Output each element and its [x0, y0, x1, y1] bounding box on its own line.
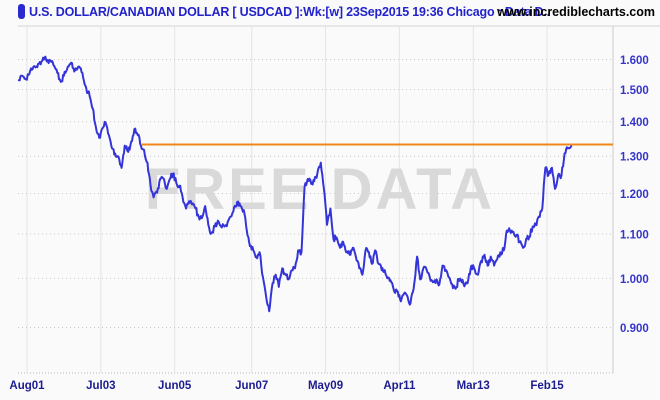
x-tick-label: Aug01: [9, 380, 45, 392]
x-tick-label: Feb15: [530, 380, 564, 392]
x-tick-label: Jun05: [158, 380, 192, 392]
y-tick-label: 1.100: [620, 230, 649, 242]
chart-title: U.S. DOLLAR/CANADIAN DOLLAR [ USDCAD ]:W…: [29, 5, 550, 19]
y-tick-label: 1.500: [620, 85, 649, 97]
x-tick-label: Mar13: [457, 380, 490, 392]
x-tick-label: Jul03: [86, 380, 115, 392]
x-tick-label: May09: [308, 380, 343, 392]
y-tick-label: 1.400: [620, 117, 649, 129]
y-tick-label: 1.200: [620, 189, 649, 201]
axis-labels-layer: Aug01 Jul03 Jun05 Jun07 May09 Apr11 Mar13 Feb15…: [9, 55, 648, 392]
chart-header: U.S. DOLLAR/CANADIAN DOLLAR [ USDCAD ]:W…: [0, 0, 660, 26]
y-tick-label: 1.600: [620, 55, 649, 67]
series-layer: [17, 55, 613, 313]
x-tick-label: Jun07: [235, 380, 268, 392]
chart-bullet-icon: [18, 4, 25, 19]
site-link[interactable]: www.incrediblecharts.com: [497, 5, 655, 19]
y-tick-label: 1.300: [620, 152, 649, 164]
gridlines-layer: [18, 25, 660, 374]
price-line: [17, 55, 573, 313]
x-tick-label: Apr11: [383, 380, 416, 392]
y-tick-label: 0.900: [620, 323, 649, 335]
y-tick-label: 1.000: [620, 274, 649, 286]
